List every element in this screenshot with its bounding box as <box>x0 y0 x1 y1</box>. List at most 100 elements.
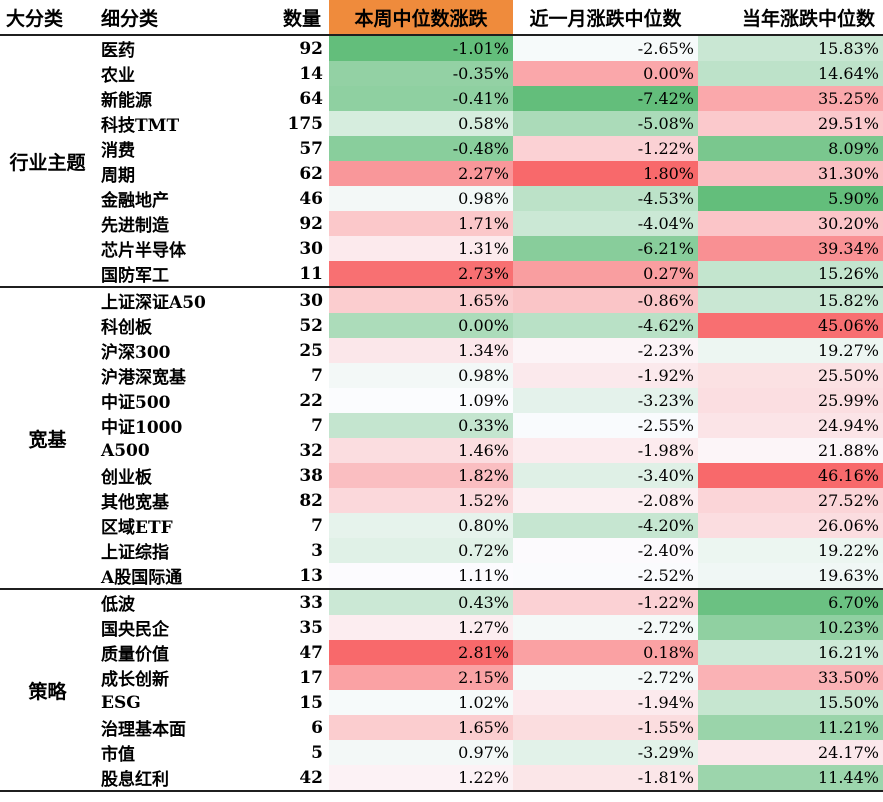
ytd-median-cell: 33.50% <box>698 665 883 690</box>
subcategory-cell: 上证深证A50 <box>101 293 206 313</box>
month-median-cell: 0.00% <box>513 61 698 86</box>
header-month-median[interactable]: 近一月涨跌中位数 <box>513 0 698 36</box>
month-median-cell: -1.94% <box>513 690 698 715</box>
count-cell: 38 <box>299 465 323 486</box>
month-median-cell: -4.20% <box>513 513 698 538</box>
table-row: 科创板 52 0.00% -4.62% 45.06% <box>0 313 883 338</box>
month-median-cell: -2.72% <box>513 615 698 640</box>
table-row: ESG 15 1.02% -1.94% 15.50% <box>0 690 883 715</box>
subcategory-cell: A股国际通 <box>95 563 235 590</box>
subcategory-cell: 区域ETF <box>101 518 173 538</box>
ytd-median-cell: 15.50% <box>698 690 883 715</box>
subcategory-cell: 股息红利 <box>95 765 235 792</box>
group-category-cell: 策略 <box>0 589 95 792</box>
week-median-cell: 1.22% <box>329 765 513 792</box>
table-row: 区域ETF 7 0.80% -4.20% 26.06% <box>0 513 883 538</box>
ytd-median-cell: 11.44% <box>698 765 883 792</box>
month-median-cell: -3.23% <box>513 388 698 413</box>
count-cell: 22 <box>299 390 323 411</box>
month-median-cell: 0.27% <box>513 261 698 288</box>
month-median-cell: -3.40% <box>513 463 698 488</box>
week-median-cell: 0.98% <box>329 363 513 388</box>
header-ytd-median[interactable]: 当年涨跌中位数 <box>698 0 883 36</box>
count-cell: 42 <box>235 765 329 792</box>
table-row: 行业主题 医药 92 -1.01% -2.65% 15.83% <box>0 35 883 288</box>
table-row: 科技TMT 175 0.58% -5.08% 29.51% <box>0 111 883 136</box>
header-count[interactable]: 数量 <box>235 0 329 36</box>
ytd-median-cell: 39.34% <box>698 236 883 261</box>
header-subcategory[interactable]: 细分类 <box>95 0 235 36</box>
count-cell: 7 <box>311 415 323 436</box>
count-cell: 35 <box>299 617 323 638</box>
ytd-median-cell: 30.20% <box>698 211 883 236</box>
count-cell: 3 <box>311 540 323 561</box>
subcategory-cell: 消费 <box>101 141 135 161</box>
count-cell: 5 <box>311 742 323 763</box>
header-week-median[interactable]: 本周中位数涨跌 <box>329 0 513 36</box>
ytd-median-cell: 16.21% <box>698 640 883 665</box>
week-median-cell: 1.46% <box>329 438 513 463</box>
ytd-median-cell: 35.25% <box>698 86 883 111</box>
count-cell: 92 <box>299 213 323 234</box>
table-row: 创业板 38 1.82% -3.40% 46.16% <box>0 463 883 488</box>
month-median-cell: 1.80% <box>513 161 698 186</box>
subcategory-cell: 科技TMT <box>101 116 180 136</box>
month-median-cell: -2.40% <box>513 538 698 563</box>
subcategory-cell: 国央民企 <box>101 620 169 640</box>
count-cell: 6 <box>311 717 323 738</box>
count-cell: 15 <box>299 692 323 713</box>
ytd-median-cell: 21.88% <box>698 438 883 463</box>
count-cell: 47 <box>299 642 323 663</box>
count-cell: 14 <box>299 63 323 84</box>
count-cell: 64 <box>299 88 323 109</box>
ytd-median-cell: 29.51% <box>698 111 883 136</box>
week-median-cell: 1.82% <box>329 463 513 488</box>
table-row: 芯片半导体 30 1.31% -6.21% 39.34% <box>0 236 883 261</box>
table-row: 中证1000 7 0.33% -2.55% 24.94% <box>0 413 883 438</box>
table-row: 消费 57 -0.48% -1.22% 8.09% <box>0 136 883 161</box>
table-row: 市值 5 0.97% -3.29% 24.17% <box>0 740 883 765</box>
table-row: 国防军工 11 2.73% 0.27% 15.26% <box>0 261 883 288</box>
count-cell: 52 <box>299 315 323 336</box>
subcategory-cell: 市值 <box>101 745 135 765</box>
table-row: 策略 低波 33 0.43% -1.22% 6.70% <box>0 589 883 792</box>
subcategory-cell: 先进制造 <box>101 216 169 236</box>
count-cell: 13 <box>235 563 329 590</box>
week-median-cell: 0.72% <box>329 538 513 563</box>
month-median-cell: -4.53% <box>513 186 698 211</box>
month-median-cell: -1.92% <box>513 363 698 388</box>
week-median-cell: 2.81% <box>329 640 513 665</box>
ytd-median-cell: 31.30% <box>698 161 883 186</box>
table-row: 农业 14 -0.35% 0.00% 14.64% <box>0 61 883 86</box>
count-cell: 7 <box>311 365 323 386</box>
count-cell: 32 <box>299 440 323 461</box>
week-median-cell: 1.31% <box>329 236 513 261</box>
ytd-median-cell: 26.06% <box>698 513 883 538</box>
ytd-median-cell: 11.21% <box>698 715 883 740</box>
ytd-median-cell: 15.26% <box>698 261 883 288</box>
subcategory-cell: 国防军工 <box>95 261 235 288</box>
week-median-cell: 1.52% <box>329 488 513 513</box>
month-median-cell: -3.29% <box>513 740 698 765</box>
count-cell: 62 <box>299 163 323 184</box>
count-cell: 30 <box>299 290 323 311</box>
week-median-cell: 1.65% <box>329 287 513 313</box>
month-median-cell: -2.52% <box>513 563 698 590</box>
subcategory-cell: A500 <box>101 440 150 461</box>
month-median-cell: -2.55% <box>513 413 698 438</box>
count-cell: 92 <box>299 38 323 59</box>
subcategory-cell: 农业 <box>101 66 135 86</box>
subcategory-cell: 沪港深宽基 <box>101 368 186 388</box>
table-row: 国央民企 35 1.27% -2.72% 10.23% <box>0 615 883 640</box>
subcategory-cell: 科创板 <box>101 318 152 338</box>
table-row: 质量价值 47 2.81% 0.18% 16.21% <box>0 640 883 665</box>
subcategory-cell: 芯片半导体 <box>101 241 186 261</box>
week-median-cell: 1.11% <box>329 563 513 590</box>
table-row: A500 32 1.46% -1.98% 21.88% <box>0 438 883 463</box>
month-median-cell: -5.08% <box>513 111 698 136</box>
ytd-median-cell: 5.90% <box>698 186 883 211</box>
month-median-cell: -2.08% <box>513 488 698 513</box>
subcategory-cell: ESG <box>101 692 141 713</box>
group-category-cell: 宽基 <box>0 287 95 590</box>
header-category[interactable]: 大分类 <box>0 0 95 36</box>
